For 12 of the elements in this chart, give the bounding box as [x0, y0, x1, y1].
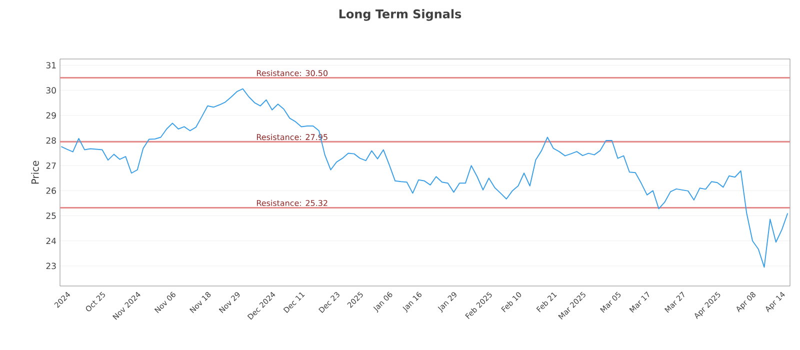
- y-axis-title: Price: [31, 160, 39, 184]
- y-tick-label: 29: [46, 112, 56, 119]
- y-tick-label: 27: [46, 162, 56, 169]
- y-tick-label: 25: [46, 212, 56, 219]
- y-tick-label: 30: [46, 87, 56, 94]
- line-series: [60, 88, 788, 268]
- y-tick-label: 23: [46, 262, 56, 270]
- y-tick-label: 28: [46, 137, 56, 144]
- y-tick-label: 31: [46, 62, 56, 68]
- y-tick-label: 26: [46, 187, 56, 194]
- chart-title: Long Term Signals: [339, 9, 462, 21]
- y-tick-label: 24: [46, 238, 56, 244]
